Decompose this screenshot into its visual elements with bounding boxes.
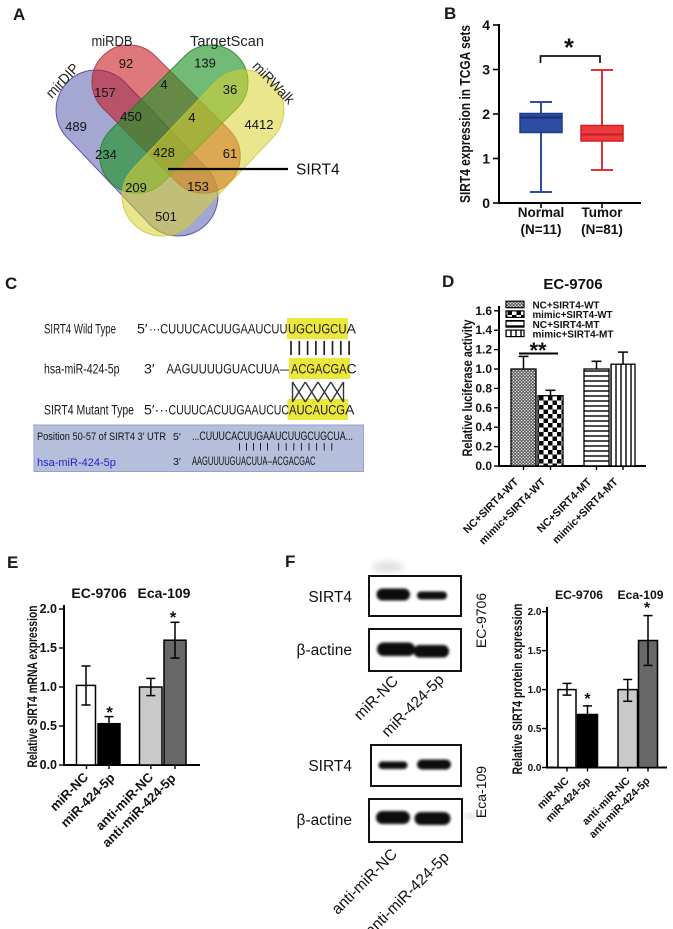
svg-text:SIRT4: SIRT4 — [308, 758, 352, 775]
svg-text:*: * — [584, 691, 591, 708]
svg-text:EC-9706: EC-9706 — [555, 588, 603, 602]
svg-text:1.4: 1.4 — [475, 323, 492, 337]
svg-text:···CUUUCACUUGAAUCUU: ···CUUUCACUUGAAUCUU — [149, 322, 288, 338]
svg-text:AUCAUCG: AUCAUCG — [289, 403, 345, 419]
svg-text:2.0: 2.0 — [40, 602, 57, 616]
svg-text:428: 428 — [153, 145, 175, 160]
svg-text:4: 4 — [482, 17, 490, 33]
svg-text:Eca-109: Eca-109 — [138, 585, 191, 601]
svg-text:AAGUUUUGUACUUA—: AAGUUUUGUACUUA— — [167, 362, 292, 378]
svg-text:0.5: 0.5 — [528, 724, 542, 735]
svg-text:(N=11): (N=11) — [521, 222, 562, 237]
svg-text:1.2: 1.2 — [475, 343, 492, 357]
svg-text:Normal: Normal — [518, 205, 565, 220]
svg-text:157: 157 — [94, 85, 116, 100]
svg-text:Tumor: Tumor — [582, 205, 624, 220]
svg-text:3: 3 — [482, 62, 490, 78]
svg-text:Position 50-57 of SIRT4 3′ UTR: Position 50-57 of SIRT4 3′ UTR — [37, 431, 166, 443]
svg-text:UGCUGCU: UGCUGCU — [288, 322, 347, 338]
svg-text:209: 209 — [125, 180, 147, 195]
svg-text:1.0: 1.0 — [475, 362, 492, 376]
svg-text:SIRT4: SIRT4 — [296, 162, 340, 179]
svg-text:Relative luciferase activity: Relative luciferase activity — [459, 319, 475, 456]
svg-text:Eca-109: Eca-109 — [473, 766, 489, 818]
svg-text:4: 4 — [188, 110, 195, 125]
svg-text:5′···: 5′··· — [144, 403, 169, 419]
svg-text:(N=81): (N=81) — [581, 222, 623, 237]
svg-text:1.5: 1.5 — [40, 641, 57, 655]
svg-text:0.8: 0.8 — [475, 381, 492, 395]
svg-text:2.0: 2.0 — [528, 607, 542, 618]
svg-text:Relative SIRT4 mRNA expression: Relative SIRT4 mRNA expression — [24, 606, 40, 768]
svg-text:miRDB: miRDB — [92, 34, 133, 50]
svg-text:5′: 5′ — [137, 322, 148, 338]
svg-text:EC-9706: EC-9706 — [473, 593, 489, 648]
svg-text:92: 92 — [119, 56, 133, 71]
svg-text:3′: 3′ — [173, 456, 181, 468]
svg-text:153: 153 — [187, 179, 209, 194]
svg-text:*: * — [106, 703, 113, 722]
svg-text:A: A — [345, 403, 355, 419]
svg-text:0.2: 0.2 — [475, 440, 492, 454]
svg-text:0.0: 0.0 — [528, 763, 542, 774]
svg-text:1.0: 1.0 — [528, 685, 542, 696]
svg-text:Eca-109: Eca-109 — [617, 588, 663, 602]
svg-text:SIRT4 expression in TCGA sets: SIRT4 expression in TCGA sets — [457, 25, 474, 203]
svg-text:*: * — [564, 34, 574, 62]
svg-text:1.0: 1.0 — [40, 680, 57, 694]
svg-text:EC-9706: EC-9706 — [71, 585, 126, 601]
svg-text:4: 4 — [160, 77, 167, 92]
svg-text:501: 501 — [155, 209, 177, 224]
svg-text:0.5: 0.5 — [40, 719, 57, 733]
svg-text:ACGACGA: ACGACGA — [291, 362, 347, 378]
svg-text:A: A — [347, 322, 357, 338]
svg-text:CUUUCACUUGAAUCUC: CUUUCACUUGAAUCUC — [169, 403, 290, 419]
svg-text:489: 489 — [65, 119, 87, 134]
svg-text:**: ** — [529, 338, 547, 363]
svg-text:0: 0 — [482, 195, 490, 211]
svg-text:2: 2 — [482, 106, 490, 122]
svg-text:0.0: 0.0 — [475, 459, 492, 473]
svg-text:hsa-miR-424-5p: hsa-miR-424-5p — [44, 362, 120, 378]
svg-text:450: 450 — [120, 109, 142, 124]
svg-text:0.0: 0.0 — [40, 758, 57, 772]
svg-text:1: 1 — [482, 151, 490, 167]
svg-text:1.6: 1.6 — [475, 304, 492, 318]
svg-text:SIRT4: SIRT4 — [308, 589, 352, 606]
svg-text:AAGUUUUGUACUUA--ACGACGAC: AAGUUUUGUACUUA--ACGACGAC — [192, 454, 316, 468]
svg-text:3′: 3′ — [144, 362, 155, 378]
svg-text:mimic+SIRT4-WT: mimic+SIRT4-WT — [533, 309, 614, 321]
svg-text:C: C — [347, 362, 357, 378]
svg-text:0.4: 0.4 — [475, 420, 492, 434]
svg-text:β-actine: β-actine — [297, 642, 352, 659]
svg-text:...CUUUCACUUGAAUCUUGCUGCUA...: ...CUUUCACUUGAAUCUUGCUGCUA... — [192, 429, 353, 443]
svg-text:234: 234 — [95, 147, 117, 162]
svg-text:*: * — [170, 608, 177, 627]
svg-text:SIRT4 Mutant Type: SIRT4 Mutant Type — [44, 403, 134, 419]
svg-text:4412: 4412 — [245, 117, 274, 132]
svg-text:5′: 5′ — [173, 431, 181, 443]
svg-text:SIRT4 Wild Type: SIRT4 Wild Type — [44, 322, 116, 338]
svg-text:TargetScan: TargetScan — [190, 34, 264, 50]
svg-text:36: 36 — [223, 82, 237, 97]
svg-text:Relative SIRT4 protein express: Relative SIRT4 protein expression — [509, 604, 525, 775]
svg-text:hsa-miR-424-5p: hsa-miR-424-5p — [37, 457, 116, 469]
svg-text:EC-9706: EC-9706 — [543, 276, 602, 293]
svg-text:NC+SIRT4-MT: NC+SIRT4-MT — [533, 319, 601, 331]
svg-text:NC+SIRT4-WT: NC+SIRT4-WT — [533, 300, 601, 312]
svg-text:β-actine: β-actine — [297, 812, 352, 829]
svg-text:*: * — [644, 600, 651, 617]
svg-text:139: 139 — [194, 56, 216, 71]
svg-text:61: 61 — [223, 146, 237, 161]
svg-text:1.5: 1.5 — [528, 646, 542, 657]
svg-text:mimic+SIRT4-MT: mimic+SIRT4-MT — [533, 328, 615, 340]
svg-text:0.6: 0.6 — [475, 401, 492, 415]
